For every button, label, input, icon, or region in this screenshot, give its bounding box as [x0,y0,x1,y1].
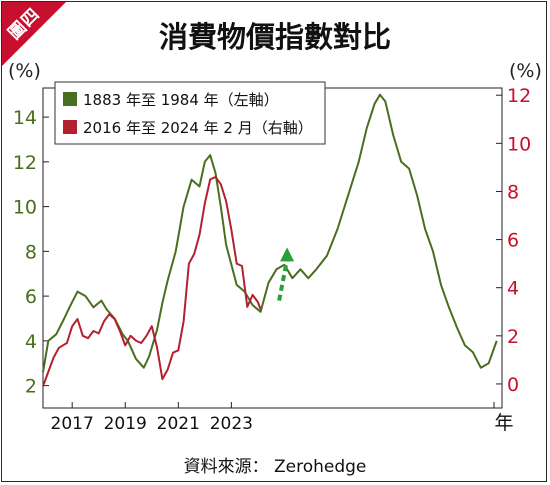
chart-badge [2,2,66,66]
left-axis-tick-label: 2 [25,376,37,398]
left-axis-tick-label: 6 [25,286,37,308]
trend-arrow-head [280,247,295,262]
right-axis-tick-label: 4 [507,278,519,300]
right-axis-tick-label: 2 [507,326,519,348]
legend-swatch-red [63,120,77,134]
legend-swatch-green [63,92,77,106]
series-line-2016-2024 [42,176,262,387]
x-axis-tick-label: 2023 [210,414,253,434]
data-source: 資料來源： Zerohedge [183,457,367,477]
left-axis-unit: (%) [8,60,41,82]
left-axis-tick-label: 4 [25,331,37,353]
trend-arrow-shaft [277,258,290,301]
legend-entry-label: 1883 年至 1984 年（左軸） [83,91,279,109]
legend-entry-label: 2016 年至 2024 年 2 月（右軸） [83,119,313,137]
right-axis-tick-label: 0 [507,374,519,396]
right-axis-tick-label: 12 [507,85,531,107]
x-axis-tick-label: 2017 [51,414,94,434]
chart-title: 消費物價指數對比 [158,20,391,54]
x-axis-tick-label: 2019 [104,414,147,434]
right-axis-unit: (%) [509,60,542,82]
left-axis-tick-label: 14 [13,107,37,129]
left-axis-tick-label: 10 [13,197,37,219]
left-axis-tick-label: 12 [13,152,37,174]
right-axis-tick-label: 6 [507,230,519,252]
right-axis-tick-label: 10 [507,133,531,155]
x-axis-unit: 年 [494,412,513,434]
legend-box [54,81,326,145]
left-axis-tick-label: 8 [25,241,37,263]
x-axis-tick-label: 2021 [157,414,200,434]
right-axis-tick-label: 8 [507,181,519,203]
